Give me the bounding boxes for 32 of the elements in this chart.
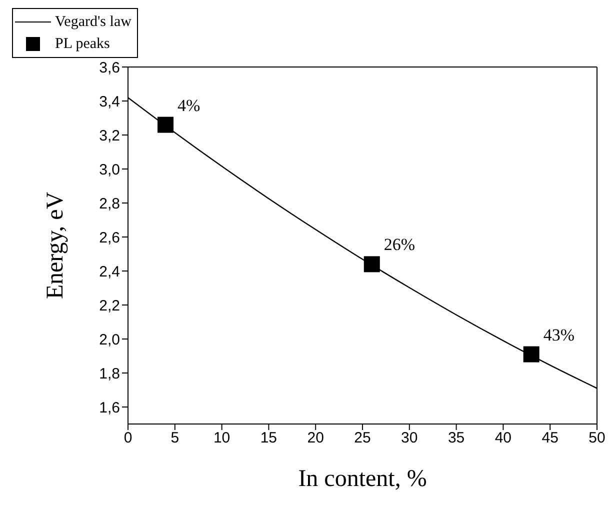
x-tick-label: 35	[448, 430, 465, 447]
y-tick-label: 3,0	[99, 161, 120, 178]
x-tick-label: 10	[213, 430, 230, 447]
annotation: 26%	[384, 235, 416, 254]
x-tick-label: 5	[170, 430, 180, 447]
x-tick-label: 40	[494, 430, 512, 447]
legend-label: PL peaks	[55, 36, 110, 52]
y-tick-label: 2,6	[99, 229, 120, 246]
x-tick-label: 30	[401, 430, 418, 447]
point	[523, 346, 540, 362]
x-tick-label: 45	[542, 430, 558, 447]
point	[364, 256, 380, 272]
y-tick-label: 2,8	[99, 195, 120, 212]
x-tick-label: 0	[124, 430, 132, 447]
y-tick-label: 3,2	[99, 127, 120, 144]
legend-label: Vegard's law	[55, 14, 132, 30]
y-tick-label: 1,8	[99, 365, 120, 382]
y-tick-label: 2,2	[99, 297, 120, 314]
x-tick-label: 50	[588, 430, 606, 447]
y-tick-label: 3,4	[99, 93, 120, 110]
y-tick-label: 2,0	[99, 331, 120, 348]
x-tick-label: 25	[354, 430, 371, 447]
annotation: 4%	[178, 96, 200, 115]
y-tick-label: 2,4	[99, 263, 120, 280]
x-tick-label: 20	[307, 430, 324, 447]
x-axis-title: In content, %	[298, 466, 427, 492]
y-tick-label: 1,6	[99, 399, 120, 416]
annotation: 43%	[543, 325, 575, 344]
y-tick-label: 3,6	[99, 59, 120, 76]
y-axis-title: Energy, eV	[42, 191, 69, 300]
point	[158, 116, 174, 133]
x-tick-label: 15	[260, 430, 278, 447]
